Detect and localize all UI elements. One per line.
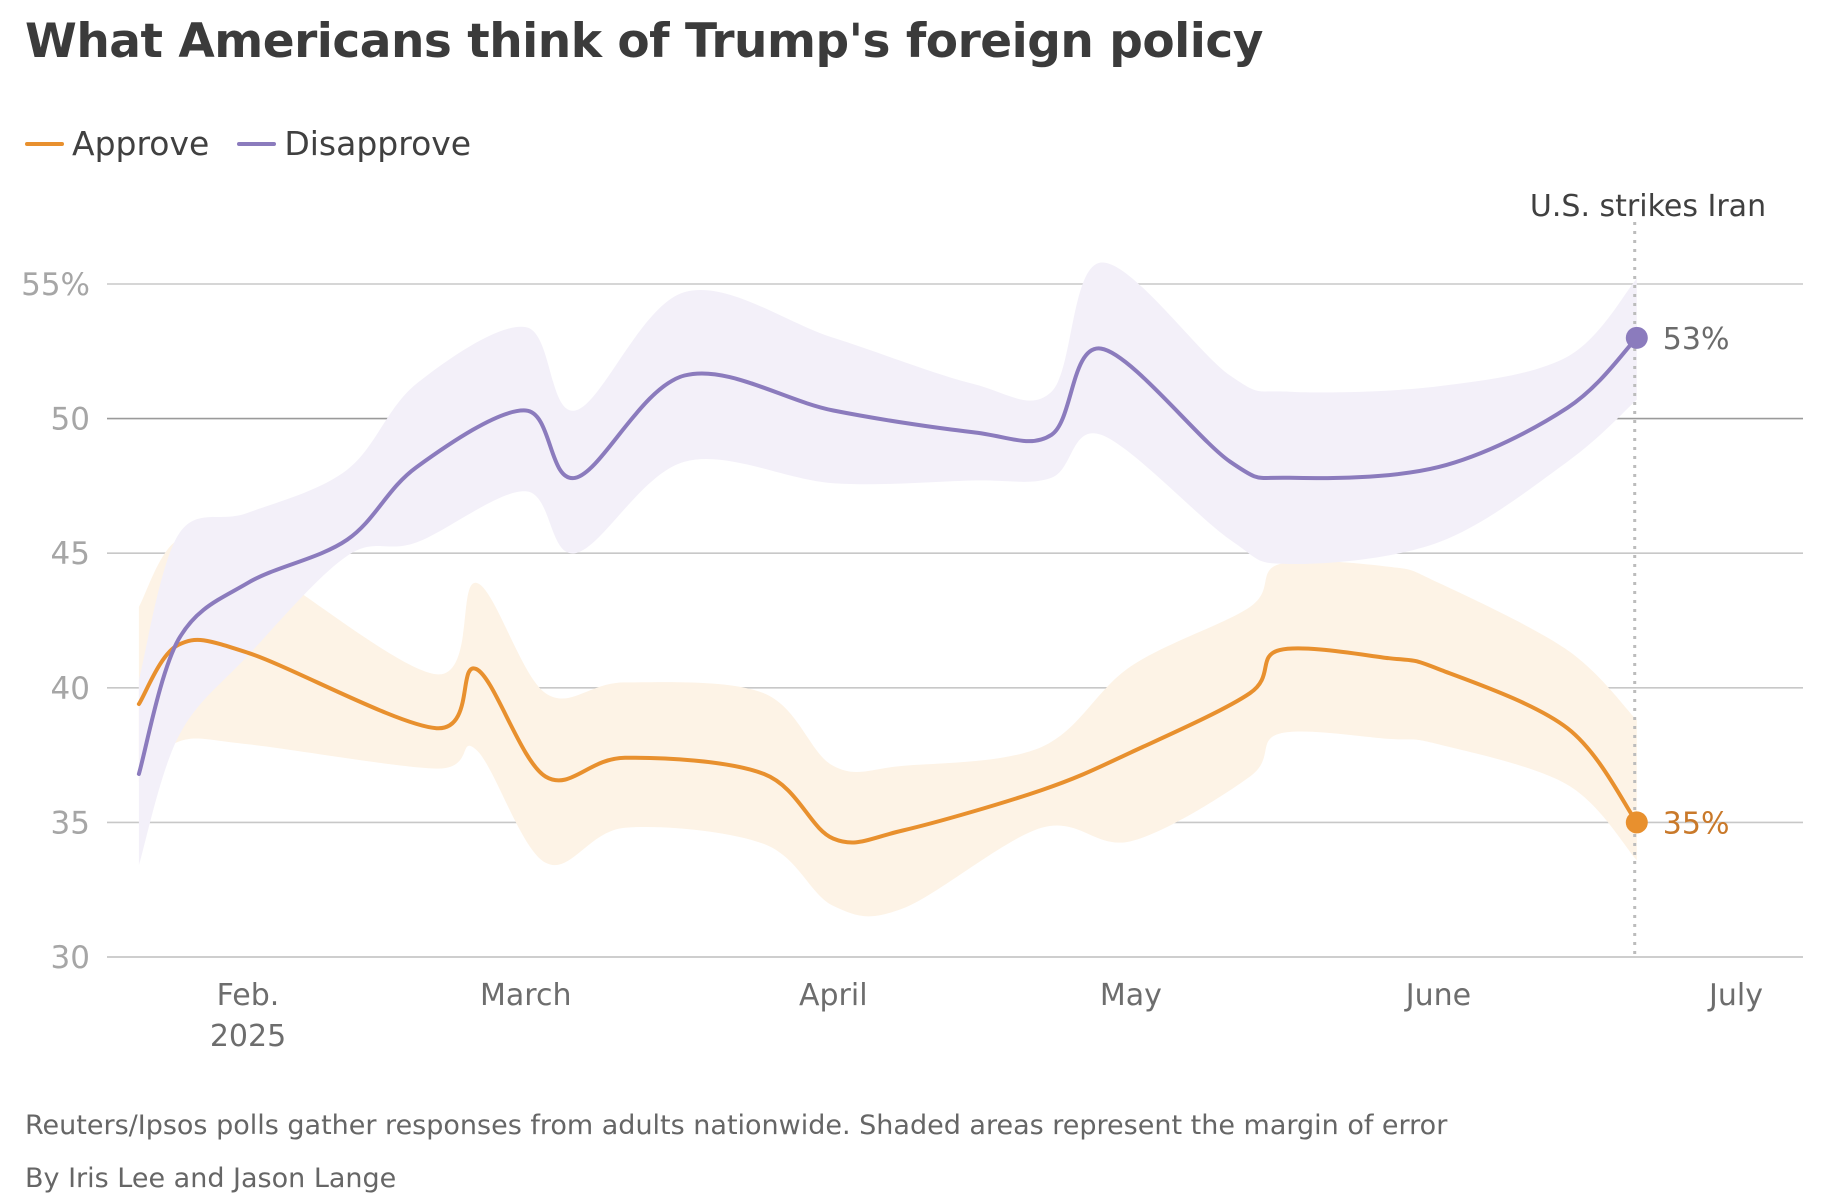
legend-label-approve: Approve [72,124,210,163]
chart-title: What Americans think of Trump's foreign … [25,14,1263,69]
series-line-disapprove [136,335,1639,776]
x-tick-label-feb: Feb. [217,978,280,1013]
end-point-approve [1625,811,1648,834]
line-chart: 30 35 40 45 50 55% Feb. 2025 March April May June Ju… [21,189,1803,1054]
x-tick-label-april: April [799,978,868,1013]
end-label-approve: 35% [1663,806,1730,841]
legend-item-approve: Approve [25,124,209,163]
y-tick-label-30: 30 [51,940,90,976]
end-point-disapprove [1625,326,1648,349]
x-tick-sublabel-year: 2025 [210,1019,286,1054]
byline: By Iris Lee and Jason Lange [25,1163,397,1194]
end-label-disapprove: 53% [1663,322,1730,357]
margin-band-approve [138,536,1637,917]
legend: Approve Disapprove [25,124,499,163]
legend-swatch-approve [25,141,64,146]
y-tick-label-40: 40 [51,671,90,707]
y-tick-label-35: 35 [51,805,90,841]
source-note: Reuters/Ipsos polls gather responses fro… [25,1110,1448,1141]
legend-swatch-disapprove [237,141,277,146]
legend-label-disapprove: Disapprove [284,124,472,163]
x-tick-label-june: June [1404,978,1471,1013]
legend-item-disapprove: Disapprove [237,124,471,163]
x-tick-label-march: March [480,978,571,1013]
x-tick-label-may: May [1100,978,1162,1013]
y-tick-label-50: 50 [51,402,90,438]
annotation-label: U.S. strikes Iran [1530,189,1766,224]
y-tick-label-55: 55% [21,267,90,303]
y-tick-label-45: 45 [51,536,90,572]
x-tick-label-july: July [1707,978,1763,1013]
series-line-approve [136,637,1639,845]
